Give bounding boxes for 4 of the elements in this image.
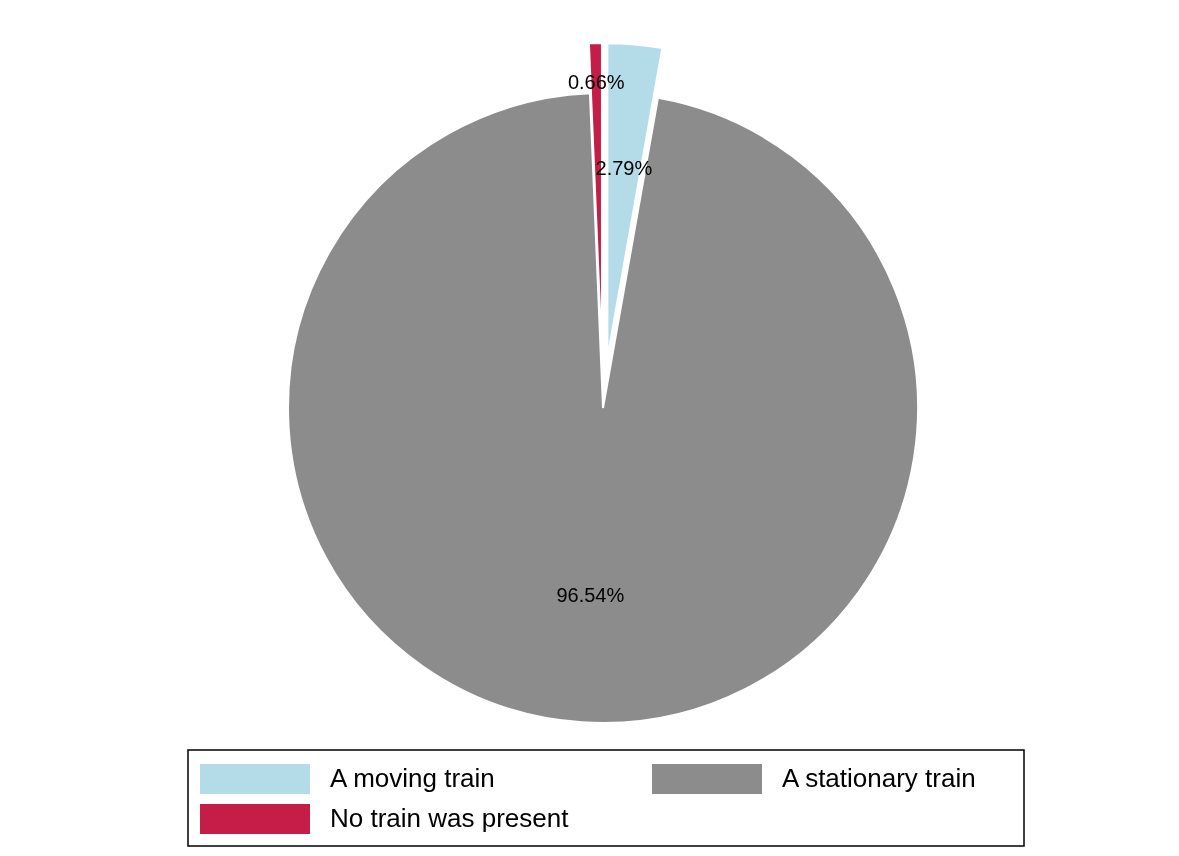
- data-label: 96.54%: [556, 583, 625, 606]
- legend-label: No train was present: [330, 802, 570, 833]
- legend-label: A moving train: [330, 762, 495, 793]
- legend-label: A stationary train: [782, 762, 976, 793]
